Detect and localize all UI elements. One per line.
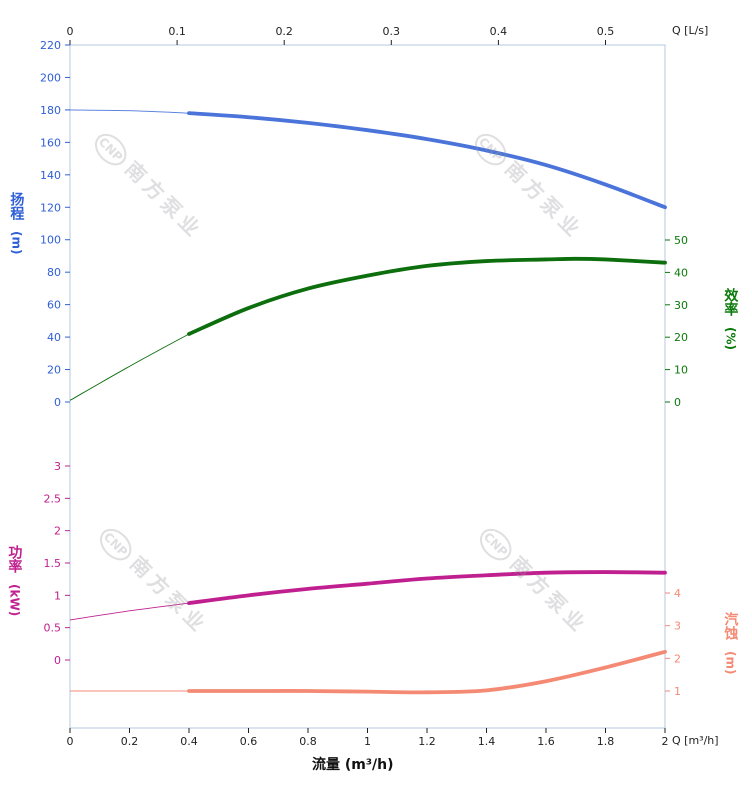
svg-text:0.4: 0.4 (180, 735, 198, 748)
svg-text:140: 140 (40, 169, 61, 182)
svg-text:100: 100 (40, 234, 61, 247)
svg-text:3: 3 (54, 460, 61, 473)
npsh-axis-title: 汽蚀 (m) (722, 612, 739, 675)
bottom-x-axis-unit-label: Q [m³/h] (672, 734, 719, 747)
power-axis-unit: (kW) (7, 583, 22, 617)
efficiency-axis-title: 效率 (%) (722, 288, 739, 350)
head-axis-unit: (m) (9, 230, 24, 255)
svg-text:1: 1 (364, 735, 371, 748)
svg-text:0: 0 (67, 735, 74, 748)
svg-text:200: 200 (40, 71, 61, 84)
svg-text:0.3: 0.3 (383, 25, 401, 38)
svg-text:220: 220 (40, 39, 61, 52)
npsh-axis-label: 汽蚀 (722, 612, 739, 640)
svg-text:2: 2 (662, 735, 669, 748)
svg-text:2: 2 (54, 525, 61, 538)
svg-text:20: 20 (47, 364, 61, 377)
svg-text:0.8: 0.8 (299, 735, 317, 748)
svg-text:3: 3 (674, 620, 681, 633)
svg-text:2: 2 (674, 652, 681, 665)
svg-text:0.5: 0.5 (597, 25, 615, 38)
power-axis-title: 功率 (kW) (6, 545, 23, 617)
svg-text:1.4: 1.4 (478, 735, 496, 748)
top-x-axis-unit-label: Q [L/s] (672, 24, 709, 37)
svg-text:4: 4 (674, 587, 681, 600)
svg-text:0.1: 0.1 (168, 25, 186, 38)
svg-text:30: 30 (674, 299, 688, 312)
svg-text:1: 1 (674, 685, 681, 698)
svg-text:50: 50 (674, 234, 688, 247)
svg-text:0.5: 0.5 (44, 622, 62, 635)
npsh-axis-unit: (m) (723, 650, 738, 675)
svg-text:0: 0 (54, 396, 61, 409)
svg-text:10: 10 (674, 364, 688, 377)
svg-text:0.2: 0.2 (121, 735, 139, 748)
svg-text:80: 80 (47, 266, 61, 279)
svg-text:120: 120 (40, 201, 61, 214)
svg-text:40: 40 (47, 331, 61, 344)
efficiency-axis-unit: (%) (723, 326, 738, 350)
svg-text:0.2: 0.2 (275, 25, 293, 38)
svg-text:0.6: 0.6 (240, 735, 258, 748)
flow-axis-title: 流量 (m³/h) (312, 757, 394, 773)
svg-text:2.5: 2.5 (44, 492, 62, 505)
svg-text:0: 0 (54, 654, 61, 667)
svg-text:0.4: 0.4 (490, 25, 508, 38)
power-axis-label: 功率 (6, 545, 23, 573)
svg-text:20: 20 (674, 331, 688, 344)
svg-text:180: 180 (40, 104, 61, 117)
svg-text:160: 160 (40, 136, 61, 149)
svg-text:1: 1 (54, 589, 61, 602)
svg-text:1.8: 1.8 (597, 735, 615, 748)
svg-text:1.5: 1.5 (44, 557, 62, 570)
svg-text:1.6: 1.6 (537, 735, 555, 748)
svg-text:1.2: 1.2 (418, 735, 436, 748)
svg-text:0: 0 (674, 396, 681, 409)
head-axis-title: 扬程 (m) (8, 192, 25, 255)
head-axis-label: 扬程 (8, 192, 25, 220)
efficiency-axis-label: 效率 (722, 288, 739, 316)
svg-text:40: 40 (674, 266, 688, 279)
svg-text:60: 60 (47, 299, 61, 312)
svg-text:0: 0 (67, 25, 74, 38)
